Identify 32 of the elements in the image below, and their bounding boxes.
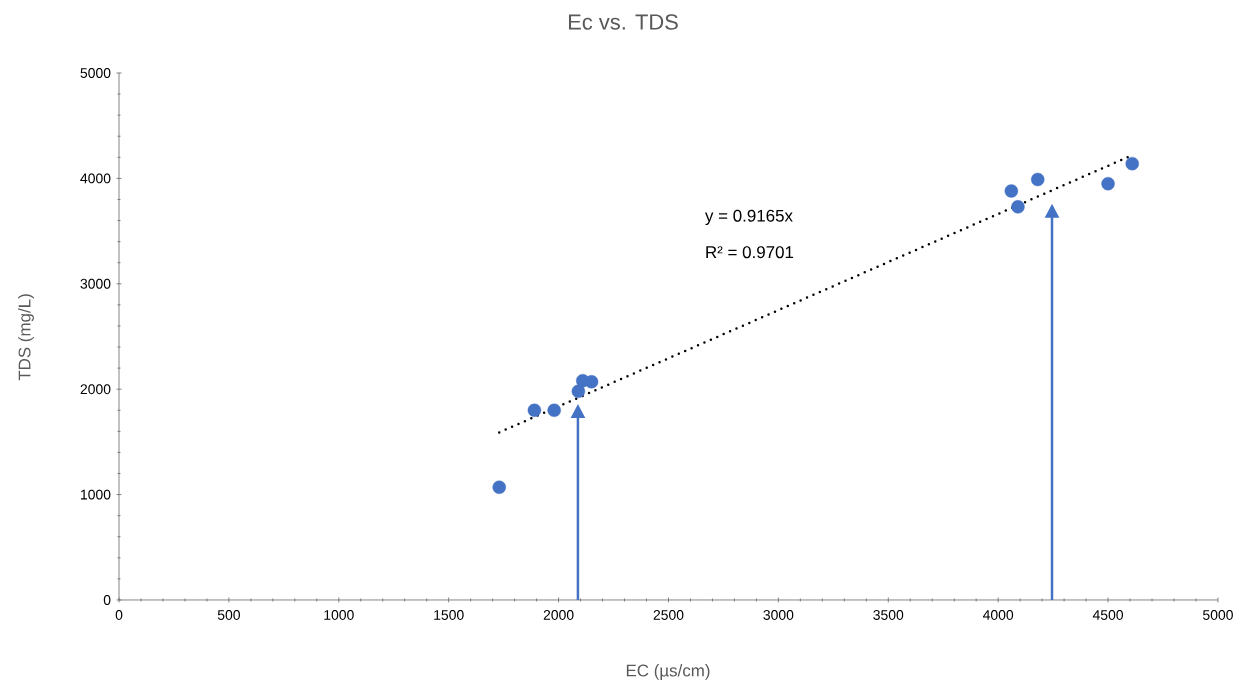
y-tick-label: 2000 bbox=[80, 384, 111, 395]
point bbox=[1004, 184, 1019, 198]
point bbox=[492, 480, 506, 494]
x-tick-label: 1500 bbox=[434, 609, 464, 620]
point bbox=[1031, 172, 1045, 187]
y-tick-label: 5000 bbox=[80, 68, 111, 78]
point bbox=[584, 375, 599, 389]
x-tick-label: 4500 bbox=[1092, 609, 1124, 620]
x-tick-label: 3000 bbox=[763, 609, 794, 620]
point bbox=[1011, 200, 1025, 214]
point bbox=[1101, 176, 1115, 191]
y-tick-label: 1000 bbox=[81, 489, 111, 500]
x-tick-label: 1000 bbox=[324, 609, 354, 620]
x-tick-label: 5000 bbox=[1203, 609, 1233, 620]
y-tick-label: 3000 bbox=[80, 278, 111, 289]
x-tick-label: 2000 bbox=[543, 609, 574, 620]
x-tick-label: 2500 bbox=[653, 609, 684, 620]
annotation: R² = 0.9701 bbox=[706, 246, 794, 259]
point bbox=[527, 403, 542, 417]
annotation: y = 0.9165x bbox=[705, 209, 793, 226]
y-axis-title: TDS (mg/L) bbox=[18, 294, 34, 381]
point bbox=[547, 403, 561, 417]
y-tick-label: 0 bbox=[103, 595, 111, 605]
point bbox=[1125, 156, 1139, 171]
x-tick-label: 3500 bbox=[873, 609, 904, 620]
x-tick-label: 4000 bbox=[982, 609, 1014, 620]
x-tick-label: 0 bbox=[115, 609, 123, 620]
x-axis-title: EC (µs/cm) bbox=[626, 664, 710, 680]
y-tick-label: 4000 bbox=[80, 173, 111, 184]
chart-title: Ec vs. TDS bbox=[568, 14, 678, 30]
point bbox=[571, 384, 586, 398]
x-tick-label: 500 bbox=[217, 609, 240, 620]
